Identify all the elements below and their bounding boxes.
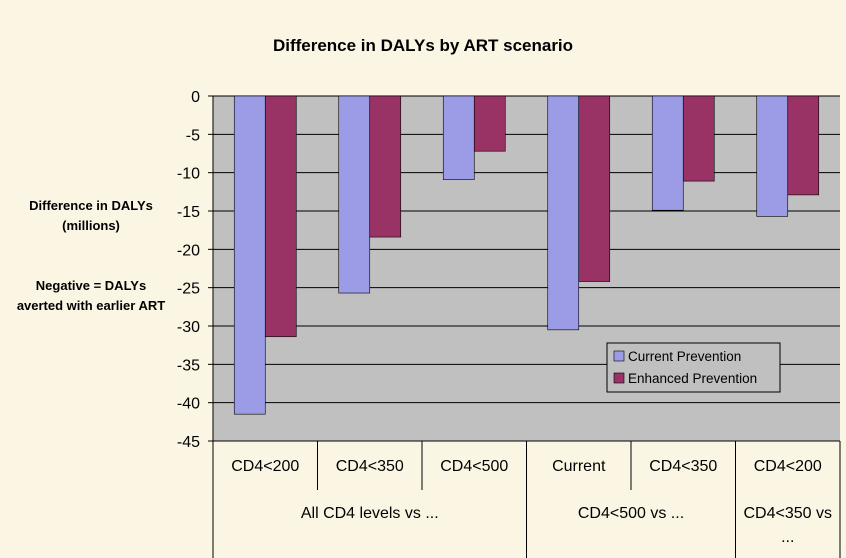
y-tick-label: -5 — [186, 127, 200, 144]
bar — [547, 95, 580, 331]
y-tick-label: -20 — [177, 242, 200, 259]
y-tick-label: -35 — [177, 357, 200, 374]
x-tick-label: CD4<200 — [231, 458, 300, 475]
group-label: CD4<350 vs ... — [743, 505, 833, 546]
bar — [682, 95, 715, 182]
y-tick-label: 0 — [191, 89, 200, 106]
legend-label: Current Prevention — [628, 349, 741, 364]
bar — [264, 95, 297, 338]
chart-title: Difference in DALYs by ART scenario — [272, 36, 574, 55]
bar — [369, 95, 402, 238]
bar — [787, 95, 820, 196]
y-tick-label: -15 — [177, 204, 200, 221]
x-tick-label: CD4<200 — [753, 458, 822, 475]
x-tick-label: Current — [552, 458, 606, 475]
bar — [756, 95, 789, 217]
y-axis-label: Difference in DALYs (millions) — [29, 198, 153, 233]
x-tick-label: CD4<350 — [649, 458, 718, 475]
y-tick-label: -30 — [177, 319, 200, 336]
legend-swatch — [613, 372, 625, 384]
bar — [473, 95, 506, 152]
bar — [442, 95, 475, 180]
bar — [233, 95, 266, 415]
x-tick-label: CD4<350 — [335, 458, 404, 475]
y-tick-label: -45 — [177, 434, 200, 451]
y-tick-label: -25 — [177, 281, 200, 298]
y-tick-label: -10 — [177, 166, 200, 183]
bar — [338, 95, 371, 294]
y-axis-note: Negative = DALYs averted with earlier AR… — [16, 278, 166, 313]
x-tick-label: CD4<500 — [440, 458, 509, 475]
bar — [578, 95, 611, 282]
group-label: All CD4 levels vs ... — [300, 505, 439, 522]
legend-label: Enhanced Prevention — [628, 371, 757, 386]
y-tick-label: -40 — [177, 396, 200, 413]
legend-swatch — [613, 350, 625, 362]
legend-box — [606, 342, 781, 393]
bar — [651, 95, 684, 211]
group-label: CD4<500 vs ... — [577, 505, 685, 522]
